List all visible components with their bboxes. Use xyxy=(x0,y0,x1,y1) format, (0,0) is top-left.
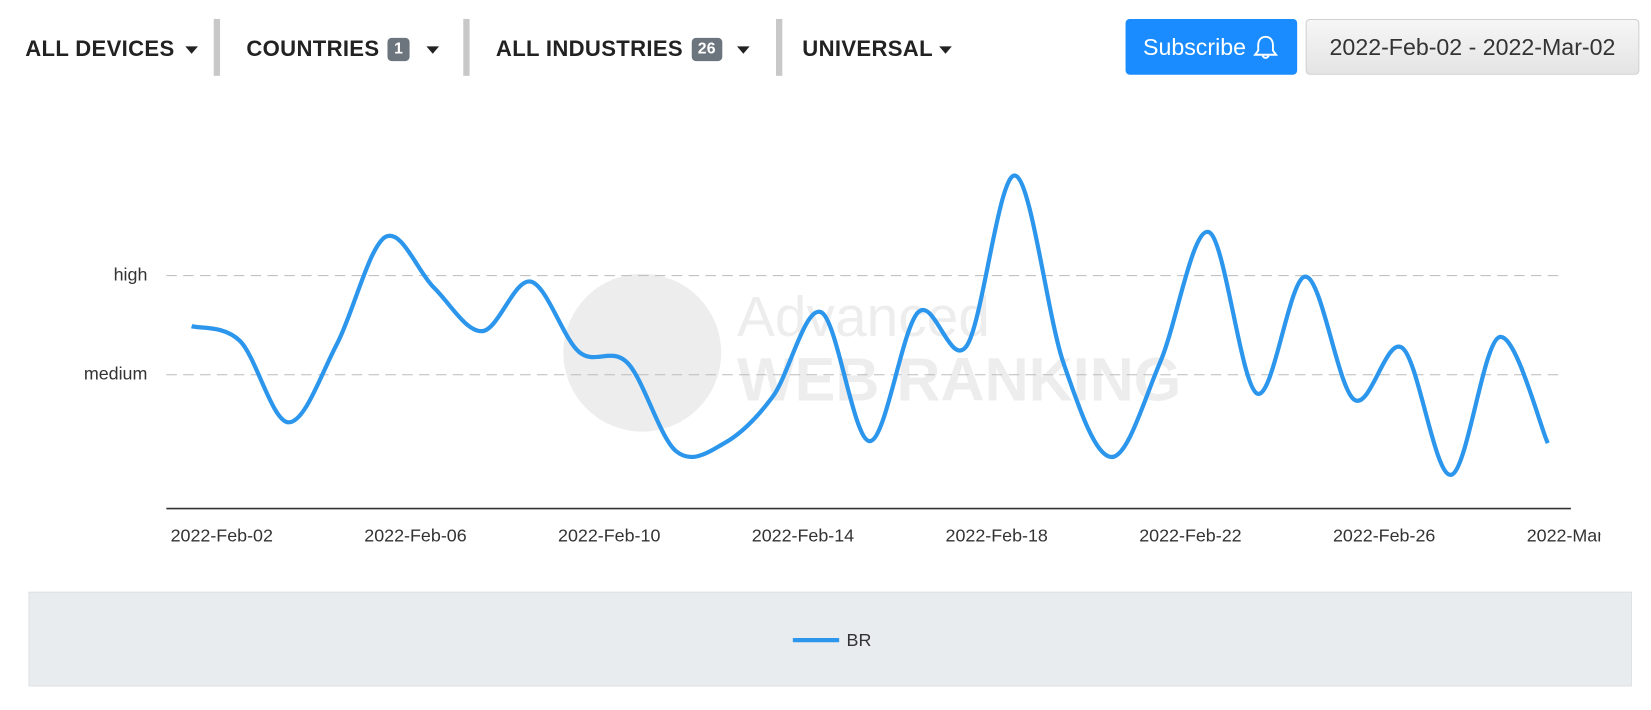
x-tick-label: 2022-Feb-02 xyxy=(171,526,273,546)
y-tick-label: medium xyxy=(84,363,148,383)
industries-menu[interactable]: ALL INDUSTRIES 26 xyxy=(496,32,750,68)
caret xyxy=(736,45,750,54)
menu-label: UNIVERSAL xyxy=(802,36,933,62)
devices-menu[interactable]: ALL DEVICES xyxy=(25,32,198,68)
x-tick-label: 2022-Feb-22 xyxy=(1139,526,1241,546)
separator xyxy=(213,18,221,76)
line-series xyxy=(191,173,1550,477)
x-tick-label: 2022-Feb-26 xyxy=(1333,526,1435,546)
plot: medium high 2022-Feb-02 2022-Feb-06 2022-Feb… xyxy=(84,173,1629,546)
date-range-button[interactable]: 2022-Feb-02 - 2022-Mar-02 xyxy=(1305,18,1640,75)
x-tick-label: 2022-Feb-14 xyxy=(752,526,854,546)
x-tick-label: 2022-Feb-18 xyxy=(946,526,1048,546)
menu-label: COUNTRIES xyxy=(246,36,380,62)
legend: BR xyxy=(28,591,1632,687)
menu-label: ALL DEVICES xyxy=(25,36,175,62)
subscribe-button[interactable]: Subscribe xyxy=(1125,18,1298,75)
x-tick-label: 2022-Feb-10 xyxy=(558,526,660,546)
button-label: Subscribe xyxy=(1143,33,1247,60)
legend-svg: BR xyxy=(792,630,872,650)
watermark-text: WEB RANKING xyxy=(737,345,1181,413)
universal-menu[interactable]: UNIVERSAL xyxy=(802,32,952,68)
badge: 1 xyxy=(387,37,410,62)
x-tick-label: 2022-Mar-02 xyxy=(1527,526,1629,546)
menu-label: ALL INDUSTRIES xyxy=(495,36,683,62)
bell-icon xyxy=(1253,35,1279,59)
caret xyxy=(939,45,952,54)
countries-menu[interactable]: COUNTRIES 1 xyxy=(246,32,440,68)
caret xyxy=(185,45,198,54)
separator xyxy=(775,18,783,76)
button-label: 2022-Feb-02 - 2022-Mar-02 xyxy=(1329,33,1616,60)
watermark-text: Advanced xyxy=(737,286,990,349)
chart: Advanced WEB RANKING medium high 2022-Feb-… xyxy=(84,173,1629,546)
watermark: Advanced WEB RANKING xyxy=(563,273,1181,432)
x-tick-label: 2022-Feb-06 xyxy=(364,526,466,546)
legend-label: BR xyxy=(847,630,872,650)
separator xyxy=(463,18,470,76)
y-tick-label: high xyxy=(114,264,148,284)
caret xyxy=(426,45,440,54)
watermark-globe xyxy=(563,273,722,432)
badge: 26 xyxy=(691,37,723,62)
